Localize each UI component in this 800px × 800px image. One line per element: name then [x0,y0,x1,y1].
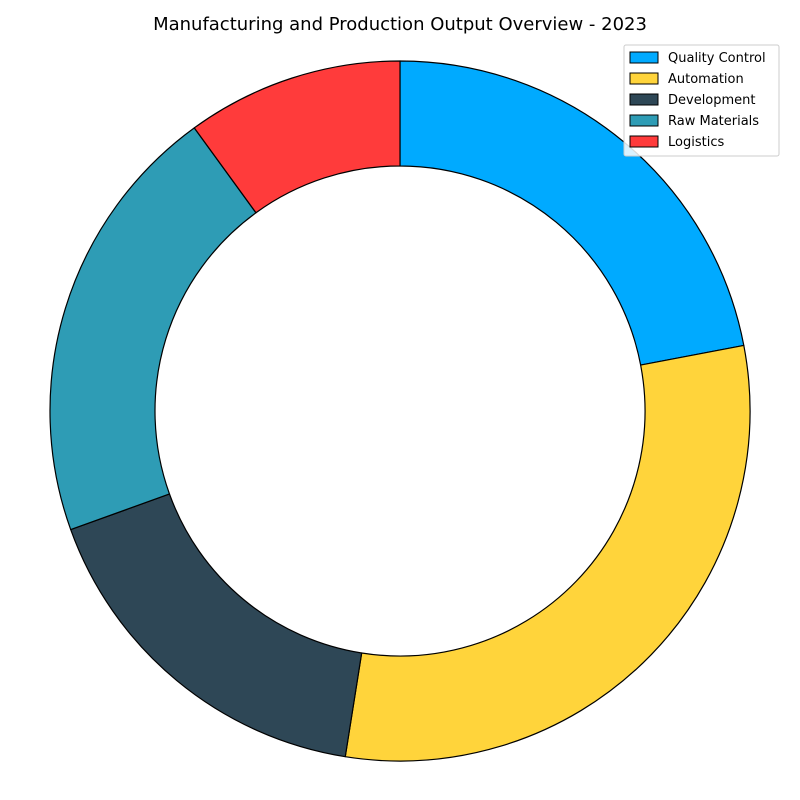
legend: Quality Control Automation Development Raw … [623,44,780,157]
slice-development [70,493,363,758]
legend-label-quality-control: Quality Control [668,51,766,66]
legend-swatch-raw-materials [629,114,659,127]
legend-label-raw-materials: Raw Materials [668,114,759,129]
slice-logistics [193,60,401,214]
chart-title: Manufacturing and Production Output Over… [153,14,647,35]
legend-swatch-development [629,93,659,106]
legend-label-logistics: Logistics [668,135,724,150]
legend-label-development: Development [668,93,756,108]
slice-quality-control [399,60,745,366]
legend-swatch-automation [629,72,659,85]
donut-slices [49,60,751,762]
slice-raw-materials [49,127,257,531]
legend-swatch-logistics [629,135,659,148]
legend-frame [623,44,780,157]
legend-label-automation: Automation [668,72,744,87]
legend-swatch-quality-control [629,51,659,64]
slice-automation [344,344,751,762]
